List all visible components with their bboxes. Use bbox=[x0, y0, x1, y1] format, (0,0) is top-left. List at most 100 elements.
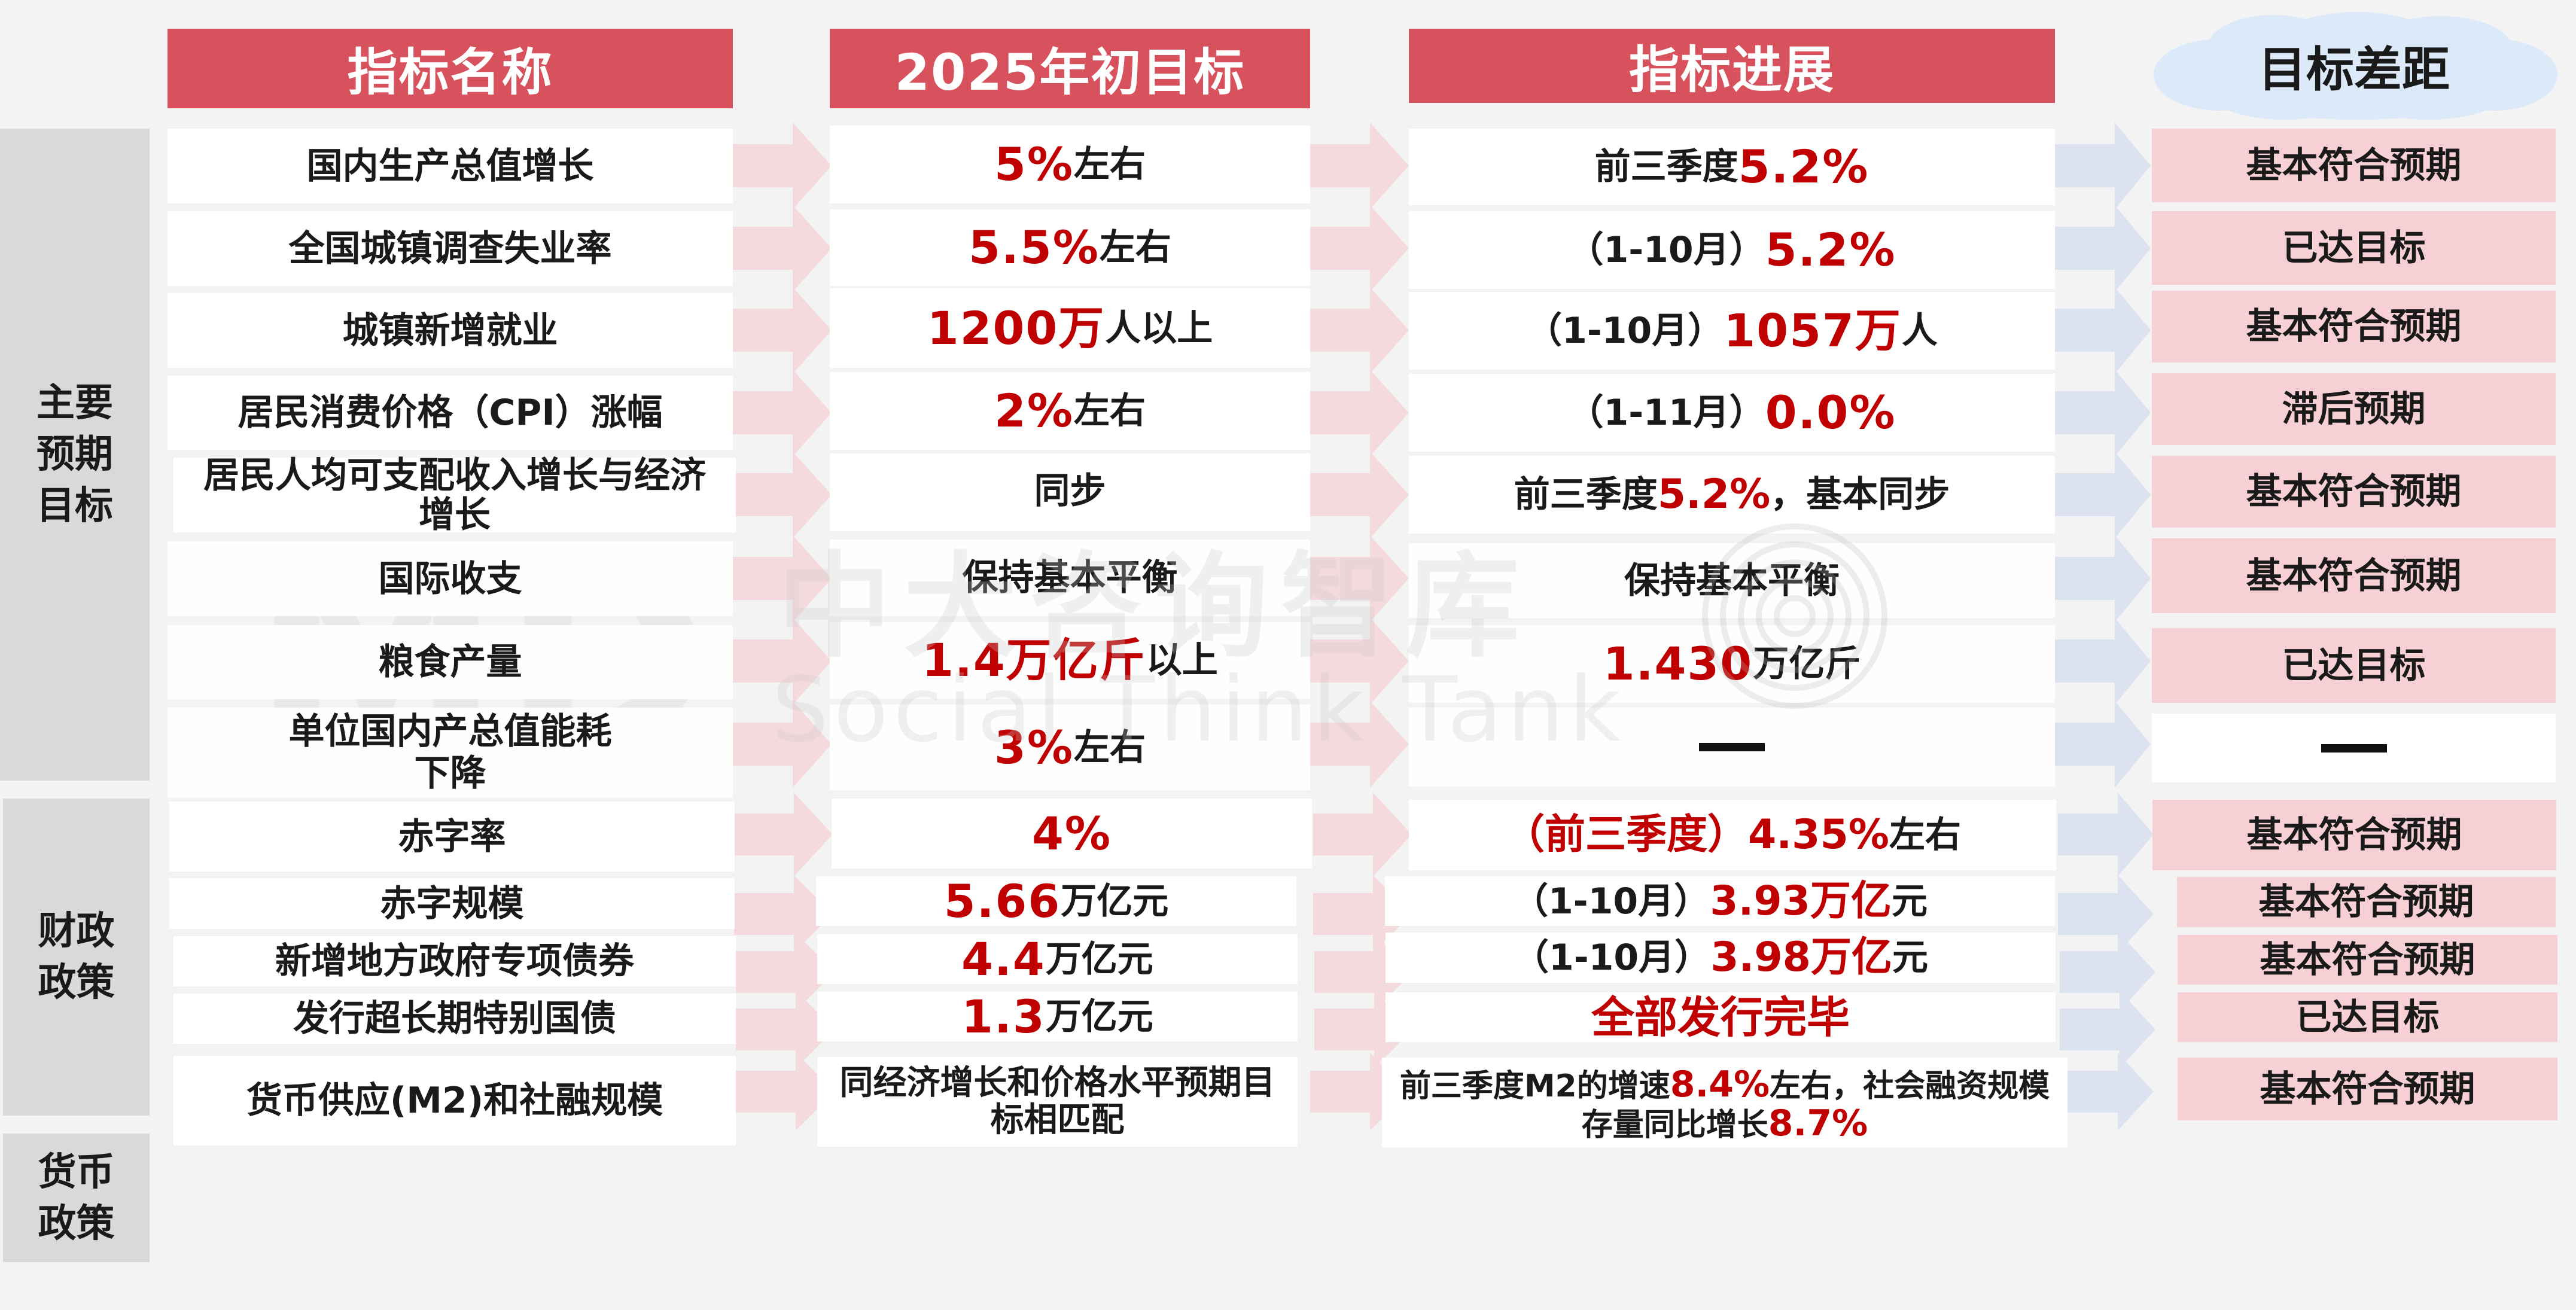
target-highlight: 2% bbox=[994, 384, 1074, 437]
target-suffix: 左右 bbox=[1099, 227, 1171, 269]
gap-status: 基本符合预期 bbox=[2246, 471, 2462, 513]
target-cell: 同步 bbox=[830, 453, 1310, 531]
arrow-right-icon bbox=[733, 452, 832, 538]
gap-status-badge: 基本符合预期 bbox=[2152, 800, 2556, 870]
progress-cell bbox=[1409, 708, 2055, 787]
arrow-right-blue-icon bbox=[2055, 535, 2151, 622]
gap-status-badge bbox=[2152, 714, 2556, 782]
target-suffix: 左右 bbox=[1074, 726, 1146, 769]
arrow-right-icon bbox=[733, 123, 832, 209]
target-suffix: 万亿元 bbox=[1045, 938, 1153, 980]
indicator-name-cell: 发行超长期特别国债 bbox=[173, 994, 736, 1044]
progress-cell: （1-10月） 3.93万亿元 bbox=[1385, 876, 2055, 926]
gap-status: 已达目标 bbox=[2282, 227, 2426, 269]
progress-highlight: 5.2% bbox=[1738, 140, 1869, 193]
arrow-right-blue-icon bbox=[2055, 205, 2151, 292]
target-highlight: 5% bbox=[994, 138, 1074, 191]
indicator-name-cell: 新增地方政府专项债券 bbox=[173, 936, 736, 986]
indicator-name: 新增地方政府专项债券 bbox=[275, 940, 634, 982]
indicator-name: 粮食产量 bbox=[378, 641, 522, 683]
header-gap-cloud: 目标差距 bbox=[2148, 12, 2560, 120]
progress-cell: 前三季度 5.2% bbox=[1409, 129, 2055, 205]
gap-header-label: 目标差距 bbox=[2258, 42, 2450, 98]
progress-suffix: 左右 bbox=[1889, 814, 1961, 856]
indicator-name-cell: 单位国内产总值能耗下降 bbox=[168, 708, 733, 797]
arrow-right-icon bbox=[1310, 205, 1409, 292]
target-highlight: 4.4 bbox=[961, 932, 1046, 986]
progress-suffix: 人 bbox=[1901, 310, 1938, 352]
arrow-right-icon bbox=[736, 1053, 835, 1131]
progress-cell: （1-10月） 5.2% bbox=[1409, 211, 2055, 289]
header-progress: 指标进展 bbox=[1409, 29, 2055, 103]
target-cell: 1.3 万亿元 bbox=[817, 992, 1298, 1041]
arrow-right-icon bbox=[733, 618, 832, 705]
target-suffix: 左右 bbox=[1074, 390, 1146, 432]
indicator-name: 全国城镇调查失业率 bbox=[288, 227, 612, 270]
progress-cell: （前三季度）4.35% 左右 bbox=[1409, 800, 2056, 870]
gap-status-badge: 基本符合预期 bbox=[2152, 538, 2556, 613]
arrow-right-icon bbox=[733, 205, 832, 292]
progress-cell: 保持基本平衡 bbox=[1409, 543, 2055, 618]
target-suffix: 人以上 bbox=[1105, 307, 1213, 349]
progress-highlight-2: 8.7% bbox=[1768, 1102, 1868, 1144]
progress-cell: 前三季度M2的增速8.4%左右，社会融资规模存量同比增长8.7% bbox=[1382, 1058, 2068, 1147]
target-text: 保持基本平衡 bbox=[962, 557, 1178, 599]
gap-status: 基本符合预期 bbox=[2260, 939, 2475, 981]
arrow-right-blue-icon bbox=[2055, 287, 2151, 374]
arrow-right-blue-icon bbox=[2055, 618, 2151, 705]
indicator-name-cell: 城镇新增就业 bbox=[168, 293, 733, 368]
arrow-right-blue-icon bbox=[2058, 793, 2154, 876]
indicator-name-cell: 粮食产量 bbox=[168, 625, 733, 699]
cloud-icon bbox=[2154, 12, 2557, 120]
progress-suffix: 元 bbox=[1892, 937, 1928, 979]
arrow-right-icon bbox=[1310, 370, 1409, 456]
target-suffix: 左右 bbox=[1074, 144, 1146, 185]
indicator-name-cell: 国际收支 bbox=[168, 541, 733, 616]
arrow-right-icon bbox=[733, 535, 832, 622]
gap-status-badge: 基本符合预期 bbox=[2178, 935, 2557, 985]
target-cell: 5% 左右 bbox=[830, 126, 1310, 203]
arrow-right-blue-icon bbox=[2055, 123, 2151, 209]
indicator-name-cell: 货币供应(M2)和社融规模 bbox=[173, 1056, 736, 1146]
target-cell: 1200万 人以上 bbox=[830, 288, 1310, 368]
arrow-right-icon bbox=[1310, 618, 1409, 705]
gap-status-badge: 基本符合预期 bbox=[2152, 129, 2556, 202]
gap-status-badge: 已达目标 bbox=[2178, 992, 2557, 1042]
target-text: 同经济增长和价格水平预期目标相匹配 bbox=[839, 1064, 1275, 1140]
header-indicator-name: 指标名称 bbox=[168, 29, 733, 108]
indicator-name: 居民人均可支配收入增长与经济增长 bbox=[203, 454, 706, 536]
arrow-right-icon bbox=[734, 793, 833, 876]
progress-highlight: 0.0% bbox=[1765, 386, 1896, 439]
target-highlight: 5.5% bbox=[969, 221, 1100, 274]
indicator-name: 国内生产总值增长 bbox=[306, 145, 594, 187]
target-suffix: 以上 bbox=[1146, 639, 1218, 681]
arrow-right-icon bbox=[734, 875, 833, 953]
arrow-right-blue-icon bbox=[2060, 933, 2155, 1011]
arrow-right-icon bbox=[1310, 535, 1409, 622]
indicator-name: 城镇新增就业 bbox=[342, 309, 558, 352]
target-cell: 4% bbox=[832, 799, 1312, 869]
progress-cell: 1.430 万亿斤 bbox=[1409, 625, 2055, 703]
progress-highlight: 1.430 bbox=[1603, 637, 1753, 690]
progress-prefix: （1-10月） bbox=[1567, 229, 1765, 271]
indicator-name-cell: 国内生产总值增长 bbox=[168, 129, 733, 203]
progress-cell: （1-10月） 3.98万亿元 bbox=[1386, 933, 2056, 983]
target-cell: 4.4 万亿元 bbox=[817, 934, 1298, 984]
progress-suffix: ，基本同步 bbox=[1770, 474, 1950, 516]
indicator-name: 货币供应(M2)和社融规模 bbox=[246, 1080, 663, 1122]
target-highlight: 4% bbox=[1031, 806, 1112, 860]
gap-status-badge: 已达目标 bbox=[2152, 211, 2556, 285]
indicator-name-cell: 全国城镇调查失业率 bbox=[168, 211, 733, 286]
gap-status-badge: 基本符合预期 bbox=[2178, 1058, 2557, 1120]
progress-prefix: （1-10月） bbox=[1512, 880, 1710, 922]
gap-status: 基本符合预期 bbox=[2258, 881, 2474, 923]
progress-prefix: 前三季度 bbox=[1514, 474, 1658, 516]
progress-cell: （1-11月） 0.0% bbox=[1409, 374, 2055, 452]
category-monetary-policy: 货币 政策 bbox=[3, 1134, 150, 1262]
target-cell: 3% 左右 bbox=[830, 705, 1310, 790]
target-cell: 同经济增长和价格水平预期目标相匹配 bbox=[817, 1057, 1298, 1147]
indicator-name: 居民消费价格（CPI）涨幅 bbox=[237, 392, 663, 434]
progress-prefix: （1-11月） bbox=[1567, 392, 1765, 434]
progress-prefix: （1-10月） bbox=[1513, 937, 1711, 979]
arrow-right-blue-icon bbox=[2055, 452, 2151, 538]
